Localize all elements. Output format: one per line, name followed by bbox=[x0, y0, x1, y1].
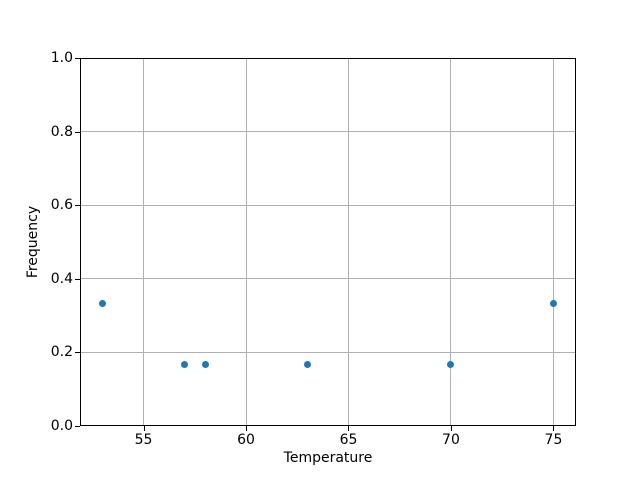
x-gridline bbox=[245, 58, 247, 426]
x-gridline bbox=[143, 58, 145, 426]
x-tick-label: 60 bbox=[237, 432, 255, 448]
x-tick-mark bbox=[348, 426, 350, 431]
data-point-marker bbox=[181, 361, 189, 369]
y-tick-label: 0.0 bbox=[50, 418, 73, 434]
x-gridline bbox=[450, 58, 452, 426]
x-tick-mark bbox=[553, 426, 555, 431]
y-tick-mark bbox=[75, 58, 80, 59]
y-tick-mark bbox=[75, 131, 80, 133]
data-point-marker bbox=[447, 361, 455, 369]
y-tick-label: 0.6 bbox=[50, 197, 73, 214]
y-gridline bbox=[80, 204, 576, 206]
x-tick-mark bbox=[246, 426, 248, 431]
data-point-marker bbox=[99, 299, 107, 307]
x-tick-label: 75 bbox=[544, 432, 563, 448]
data-point-marker bbox=[201, 361, 209, 369]
x-axis-label: Temperature bbox=[283, 450, 373, 466]
y-gridline bbox=[80, 131, 576, 133]
y-gridline bbox=[80, 425, 576, 426]
y-gridline bbox=[80, 278, 576, 280]
y-gridline bbox=[80, 351, 576, 353]
x-tick-label: 65 bbox=[339, 432, 358, 448]
y-gridline bbox=[80, 58, 576, 59]
data-point-marker bbox=[304, 361, 311, 369]
x-gridline bbox=[552, 58, 554, 426]
x-tick-label: 55 bbox=[134, 432, 153, 448]
y-tick-mark bbox=[75, 426, 80, 427]
y-tick-label: 0.8 bbox=[50, 123, 73, 140]
data-point-marker bbox=[549, 299, 557, 307]
y-tick-mark bbox=[75, 352, 80, 354]
x-tick-label: 70 bbox=[442, 432, 460, 448]
y-tick-mark bbox=[75, 278, 80, 280]
x-gridline bbox=[347, 58, 349, 426]
y-tick-label: 1.0 bbox=[50, 50, 73, 66]
y-tick-label: 0.2 bbox=[50, 344, 73, 361]
y-tick-mark bbox=[75, 205, 80, 207]
x-tick-mark bbox=[143, 426, 145, 431]
plot-area bbox=[80, 58, 576, 426]
y-tick-label: 0.4 bbox=[50, 270, 73, 287]
x-tick-mark bbox=[450, 426, 452, 431]
